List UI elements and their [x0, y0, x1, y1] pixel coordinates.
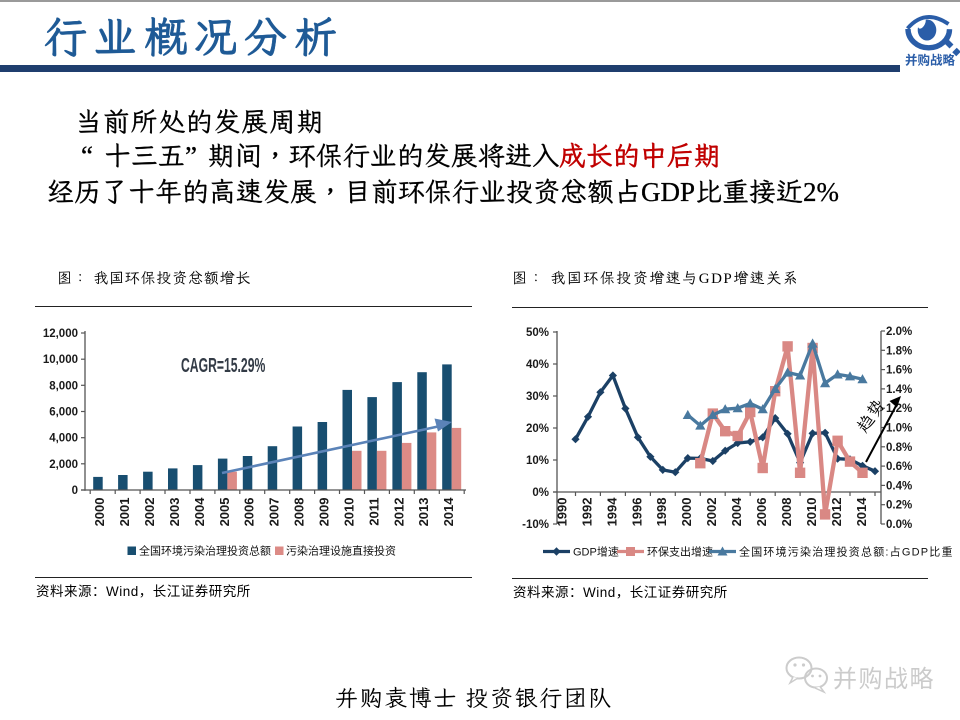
- svg-text:CAGR=15.29%: CAGR=15.29%: [181, 354, 266, 377]
- svg-text:全国环境污染治理投资总额:占GDP比重: 全国环境污染治理投资总额:占GDP比重: [739, 545, 954, 559]
- svg-text:6,000: 6,000: [49, 407, 78, 419]
- svg-text:0.6%: 0.6%: [886, 461, 912, 473]
- svg-text:2011: 2011: [366, 498, 381, 526]
- svg-text:0: 0: [72, 485, 78, 497]
- svg-text:2,000: 2,000: [49, 459, 78, 471]
- svg-text:2012: 2012: [391, 498, 406, 527]
- svg-text:并购战略: 并购战略: [833, 666, 935, 693]
- svg-text:2007: 2007: [267, 498, 282, 527]
- svg-text:2006: 2006: [242, 498, 257, 527]
- svg-text:2014: 2014: [854, 497, 869, 527]
- svg-text:2000: 2000: [679, 498, 694, 527]
- svg-text:2002: 2002: [704, 498, 719, 527]
- svg-text:2010: 2010: [341, 498, 356, 527]
- svg-text:-10%: -10%: [522, 519, 549, 531]
- svg-text:1.4%: 1.4%: [886, 384, 912, 396]
- svg-text:2012: 2012: [829, 498, 844, 527]
- svg-text:30%: 30%: [526, 391, 549, 403]
- svg-text:0%: 0%: [532, 487, 549, 499]
- svg-text:4,000: 4,000: [49, 433, 78, 445]
- svg-text:10%: 10%: [526, 455, 549, 467]
- svg-text:1.0%: 1.0%: [886, 423, 912, 435]
- svg-text:2001: 2001: [117, 498, 132, 527]
- svg-text:2013: 2013: [416, 498, 431, 527]
- svg-text:1.8%: 1.8%: [886, 345, 912, 357]
- svg-text:2.0%: 2.0%: [886, 326, 912, 338]
- svg-text:2009: 2009: [317, 498, 332, 527]
- svg-text:2008: 2008: [779, 498, 794, 527]
- svg-text:全国环境污染治理投资总额: 全国环境污染治理投资总额: [139, 544, 271, 558]
- svg-text:GDP增速: GDP增速: [573, 545, 619, 559]
- svg-text:8,000: 8,000: [49, 380, 78, 392]
- svg-text:0.4%: 0.4%: [886, 480, 912, 492]
- svg-text:12,000: 12,000: [43, 328, 78, 340]
- svg-text:并购战略: 并购战略: [905, 53, 956, 68]
- svg-text:1992: 1992: [579, 498, 594, 527]
- svg-text:环保支出增速: 环保支出增速: [647, 545, 713, 559]
- svg-text:2002: 2002: [142, 498, 157, 527]
- svg-text:10,000: 10,000: [43, 354, 78, 366]
- svg-text:2006: 2006: [754, 498, 769, 527]
- svg-text:0.8%: 0.8%: [886, 442, 912, 454]
- svg-text:0.2%: 0.2%: [886, 500, 912, 512]
- svg-text:50%: 50%: [526, 327, 549, 339]
- svg-text:2008: 2008: [292, 498, 307, 527]
- svg-text:20%: 20%: [526, 423, 549, 435]
- svg-text:2004: 2004: [192, 497, 207, 527]
- svg-text:2000: 2000: [92, 498, 107, 527]
- svg-text:2005: 2005: [217, 498, 232, 527]
- svg-text:污染治理设施直接投资: 污染治理设施直接投资: [286, 544, 396, 558]
- svg-text:1990: 1990: [554, 498, 569, 527]
- svg-text:40%: 40%: [526, 359, 549, 371]
- svg-text:2003: 2003: [167, 498, 182, 527]
- svg-text:1994: 1994: [604, 497, 619, 527]
- svg-text:2010: 2010: [804, 498, 819, 527]
- svg-text:1998: 1998: [654, 498, 669, 527]
- svg-text:1.6%: 1.6%: [886, 365, 912, 377]
- svg-text:0.0%: 0.0%: [886, 519, 912, 531]
- svg-text:2004: 2004: [729, 497, 744, 527]
- svg-text:1996: 1996: [629, 498, 644, 527]
- svg-text:2014: 2014: [441, 497, 456, 527]
